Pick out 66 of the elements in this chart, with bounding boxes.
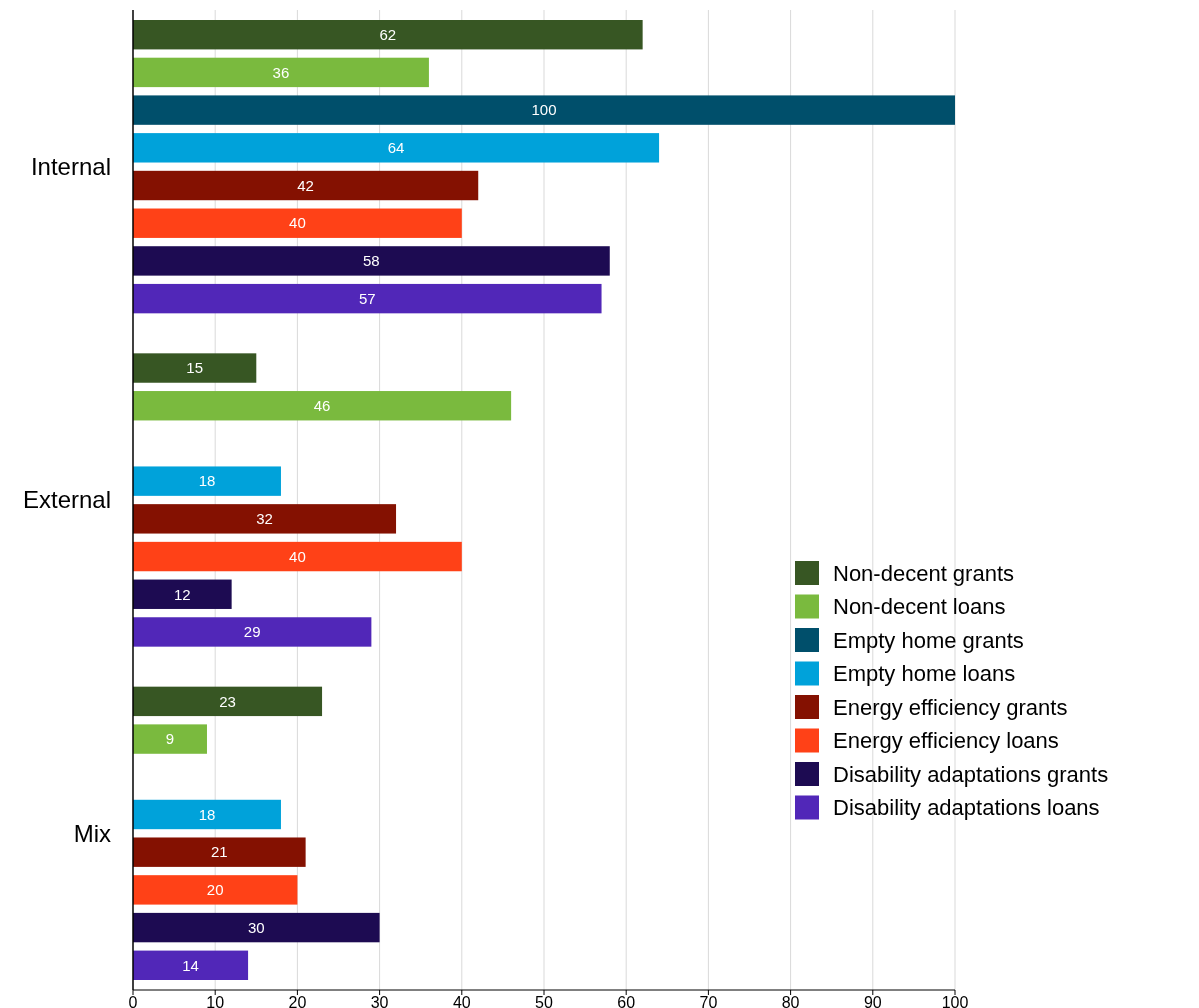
x-tick-label: 30 <box>370 994 389 1008</box>
legend-label: Disability adaptations grants <box>833 761 1109 787</box>
bar <box>133 579 232 609</box>
bar <box>133 283 602 314</box>
bar <box>133 20 643 50</box>
data-label: 18 <box>198 472 216 490</box>
data-label: 12 <box>173 585 191 603</box>
bar <box>133 799 281 830</box>
bar <box>133 912 380 943</box>
data-label: 57 <box>358 289 376 307</box>
x-tick-label: 0 <box>128 994 138 1008</box>
data-label: 62 <box>379 25 397 43</box>
bar <box>133 686 323 717</box>
data-label: 29 <box>243 623 261 641</box>
y-tick-label: Mix <box>73 819 111 847</box>
bar <box>133 466 281 496</box>
data-label: 21 <box>210 843 228 861</box>
data-label: 40 <box>289 214 306 232</box>
bar <box>133 875 298 905</box>
x-tick-label: 40 <box>452 994 471 1008</box>
bar <box>133 391 512 421</box>
legend-label: Non-decent loans <box>833 594 1006 620</box>
x-tick-label: 100 <box>941 994 969 1008</box>
data-label: 32 <box>256 510 273 528</box>
data-label: 42 <box>297 176 314 194</box>
data-label: 64 <box>387 139 405 157</box>
bar <box>133 170 479 201</box>
bar <box>133 246 610 276</box>
data-label: 20 <box>206 881 224 899</box>
bar <box>133 504 397 534</box>
bar <box>133 541 462 572</box>
bar <box>133 617 372 647</box>
data-label: 36 <box>272 63 290 81</box>
data-label: 18 <box>198 805 216 823</box>
x-tick-label: 10 <box>206 994 225 1008</box>
bar <box>133 208 462 238</box>
bar <box>133 837 306 867</box>
x-tick-label: 60 <box>617 994 636 1008</box>
data-label: 46 <box>313 396 331 414</box>
legend-label: Non-decent grants <box>833 560 1014 586</box>
data-label: 9 <box>165 730 175 748</box>
bar <box>133 95 955 125</box>
legend-label: Empty home grants <box>833 627 1024 653</box>
y-tick-label: Internal <box>30 153 111 181</box>
bar <box>133 950 249 980</box>
legend-label: Empty home loans <box>833 661 1016 687</box>
x-tick-label: 80 <box>781 994 800 1008</box>
bar <box>133 353 257 383</box>
data-label: 23 <box>219 692 236 710</box>
x-tick-label: 20 <box>288 994 307 1008</box>
legend-label: Energy efficiency grants <box>833 694 1068 720</box>
x-tick-label: 90 <box>863 994 882 1008</box>
y-tick-label: External <box>22 486 111 514</box>
bar <box>133 133 660 163</box>
data-label: 100 <box>531 101 557 119</box>
legend-label: Energy efficiency loans <box>833 728 1059 754</box>
data-label: 40 <box>289 547 306 565</box>
data-label: 30 <box>247 918 265 936</box>
x-tick-label: 50 <box>535 994 553 1008</box>
x-tick-label: 70 <box>699 994 718 1008</box>
bar <box>133 57 429 88</box>
data-label: 58 <box>363 252 380 270</box>
data-label: 15 <box>186 359 203 377</box>
legend-label: Disability adaptations loans <box>833 795 1100 821</box>
bar <box>133 724 207 754</box>
data-label: 14 <box>182 956 199 974</box>
